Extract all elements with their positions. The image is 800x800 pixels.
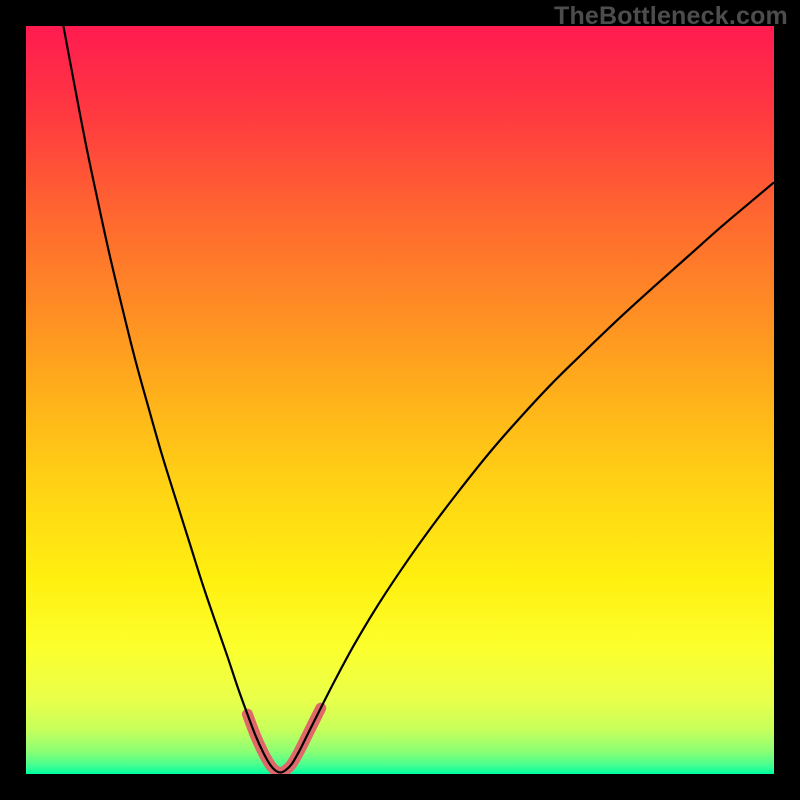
gradient-bg — [26, 26, 774, 774]
watermark-text: TheBottleneck.com — [554, 2, 788, 31]
plot-area — [26, 26, 774, 774]
plot-svg — [26, 26, 774, 774]
outer-frame: TheBottleneck.com — [0, 0, 800, 800]
